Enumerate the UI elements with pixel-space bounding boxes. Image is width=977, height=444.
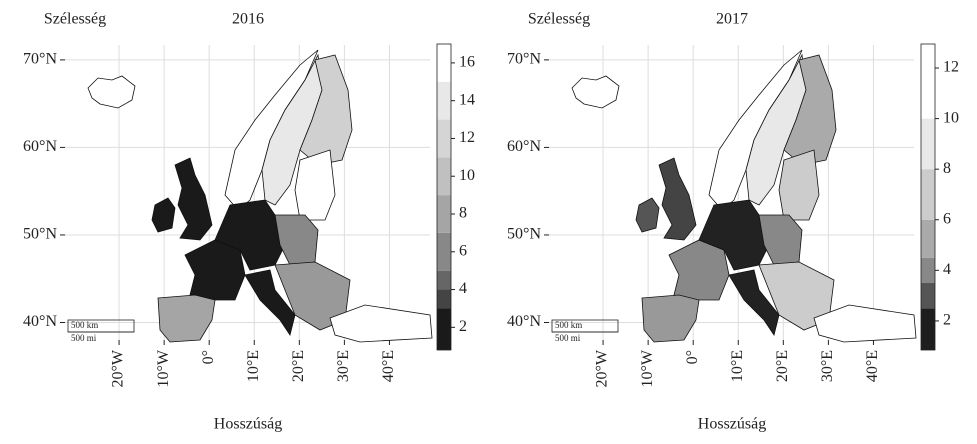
region (294, 149, 336, 221)
colorbar-band (437, 289, 451, 309)
region (758, 214, 803, 266)
colorbar-band (921, 257, 935, 283)
y-tick-label: 70°N (23, 51, 57, 68)
colorbar-band (437, 119, 451, 158)
colorbar-frame (920, 43, 936, 351)
region (571, 75, 620, 109)
y-tick-label: 50°N (23, 226, 57, 243)
x-axis-label: Hosszúság (698, 416, 766, 433)
panel-title: 2017 (716, 11, 748, 28)
colorbar-band (921, 282, 935, 309)
region (778, 149, 820, 221)
region (658, 157, 697, 241)
colorbar-tick-label: 10 (459, 167, 475, 184)
scale-bar-label: 500 km (555, 320, 582, 330)
x-tick-label: 10°W (639, 349, 656, 387)
region (174, 157, 213, 241)
colorbar-band (437, 157, 451, 196)
scale-bar-label: 500 mi (71, 333, 97, 343)
colorbar-tick-label: 8 (459, 205, 467, 222)
colorbar-tick-label: 10 (943, 109, 959, 126)
region (274, 214, 319, 266)
colorbar-band (437, 81, 451, 120)
x-tick-label: 20°W (594, 349, 611, 387)
colorbar-band (437, 195, 451, 233)
x-tick-label: 30°E (819, 350, 836, 382)
colorbar-band (921, 44, 935, 119)
x-tick-label: 20°E (290, 350, 307, 382)
colorbar-band (437, 44, 451, 82)
colorbar-tick-label: 6 (943, 210, 951, 227)
x-tick-label: 0° (200, 350, 217, 364)
region (635, 197, 660, 233)
scale-bar-label: 500 mi (555, 333, 581, 343)
y-tick-label: 70°N (507, 51, 541, 68)
region (87, 75, 136, 109)
region (184, 239, 246, 301)
colorbar-tick-label: 12 (943, 59, 959, 76)
map-2016 (87, 49, 433, 343)
region (641, 294, 700, 343)
colorbar-tick-label: 4 (943, 261, 951, 278)
y-tick-label: 40°N (23, 313, 57, 330)
colorbar-frame (436, 43, 452, 351)
region (668, 239, 730, 301)
x-tick-label: 30°E (335, 350, 352, 382)
y-tick-label: 40°N (507, 313, 541, 330)
y-tick-label: 50°N (507, 226, 541, 243)
colorbar-band (921, 169, 935, 220)
colorbar-tick-label: 14 (459, 91, 475, 108)
y-axis-label: Szélesség (44, 11, 106, 28)
colorbar-tick-label: 16 (459, 54, 475, 71)
x-tick-label: 40°E (380, 350, 397, 382)
y-tick-label: 60°N (507, 138, 541, 155)
colorbar-band (437, 232, 451, 271)
y-tick-label: 60°N (23, 138, 57, 155)
colorbar-tick-label: 2 (943, 312, 951, 329)
region (157, 294, 216, 343)
scale-bar-label: 500 km (71, 320, 98, 330)
colorbar-band (921, 118, 935, 170)
colorbar-tick-label: 4 (459, 280, 467, 297)
colorbar-band (921, 308, 935, 350)
x-tick-label: 10°E (245, 350, 262, 382)
x-tick-label: 40°E (864, 350, 881, 382)
colorbar-tick-label: 12 (459, 129, 475, 146)
colorbar-tick-label: 6 (459, 242, 467, 259)
x-tick-label: 10°W (155, 349, 172, 387)
x-axis-label: Hosszúság (214, 416, 282, 433)
x-tick-label: 20°W (110, 349, 127, 387)
colorbar-band (437, 308, 451, 350)
colorbar-tick-label: 8 (943, 160, 951, 177)
panel-title: 2016 (232, 11, 264, 28)
x-tick-label: 10°E (729, 350, 746, 382)
map-2017 (571, 49, 917, 343)
x-tick-label: 20°E (774, 350, 791, 382)
colorbar-band (921, 219, 935, 258)
y-axis-label: Szélesség (528, 11, 590, 28)
colorbar-tick-label: 2 (459, 318, 467, 335)
colorbar-band (437, 270, 451, 290)
x-tick-label: 0° (684, 350, 701, 364)
region (151, 197, 176, 233)
